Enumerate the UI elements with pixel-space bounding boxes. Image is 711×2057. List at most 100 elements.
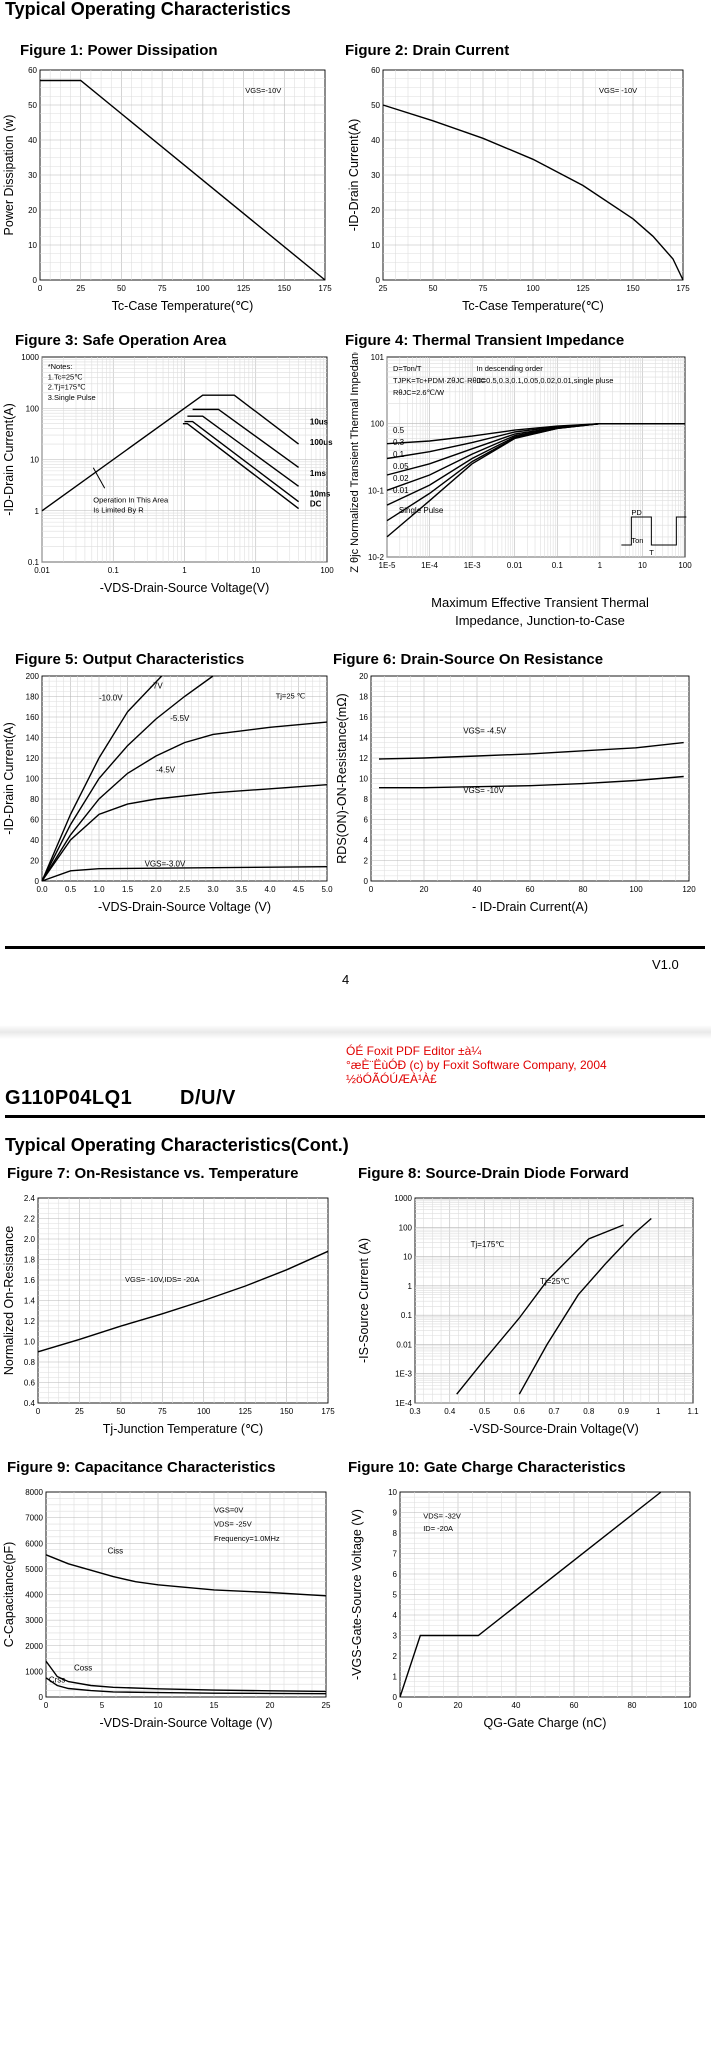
x-axis-label: -VDS-Drain-Source Voltage(V) — [100, 581, 270, 595]
x-axis-label: -VDS-Drain-Source Voltage (V) — [98, 900, 271, 914]
x-tick-label: 100 — [196, 284, 210, 293]
y-tick-label: 40 — [371, 136, 380, 145]
series-label: VGS= -10V — [463, 786, 504, 795]
y-tick-label: 10 — [28, 241, 37, 250]
x-tick-label: 60 — [526, 885, 535, 894]
series-line-0 — [456, 1224, 624, 1395]
figure-7-chart: 0 25 50 75 100 125 150 175 0.4 0.6 0.8 1.0 1.2 1.4 1.6… — [2, 1194, 335, 1436]
x-tick-label: 75 — [158, 284, 167, 293]
x-tick-label: 20 — [266, 1701, 275, 1710]
series-label: -5.5V — [170, 714, 190, 723]
y-tick-label: 8 — [393, 1529, 398, 1538]
x-tick-label: 80 — [628, 1701, 637, 1710]
annotation-text: Ton — [631, 536, 643, 545]
series-line-0 — [382, 104, 684, 281]
y-tick-label: 14 — [359, 734, 368, 743]
annotation-text: VGS= -10V — [599, 86, 637, 95]
series-line-6 — [386, 422, 685, 538]
series-label: -4.5V — [156, 765, 176, 774]
annotation-text: 2.Tj=175℃ — [48, 383, 86, 392]
plot-frame — [386, 356, 686, 558]
series-line-0 — [378, 741, 684, 760]
x-axis-label: -VSD-Source-Drain Voltage(V) — [469, 1422, 639, 1436]
y-tick-label: 5 — [393, 1591, 398, 1600]
figure-1-title: Figure 1: Power Dissipation — [20, 42, 218, 59]
y-tick-label: 6 — [393, 1570, 398, 1579]
x-tick-label: 10 — [154, 1701, 163, 1710]
x-tick-label: 1E-5 — [379, 561, 396, 570]
annotation-text: D=Ton/T — [393, 364, 422, 373]
figure-1-chart: 0 25 50 75 100 125 150 175 0 10 20 30 40 50 60 Tc-Case … — [2, 66, 332, 313]
y-tick-label: 1000 — [25, 1667, 43, 1676]
annotation-text: ID= -20A — [423, 1524, 453, 1533]
annotation-text: T — [649, 548, 654, 557]
series-label: 0.3 — [393, 438, 405, 447]
x-tick-label: 75 — [479, 284, 488, 293]
pulse-diagram — [621, 516, 687, 546]
y-tick-label: 0 — [393, 1693, 398, 1702]
figure-6-chart: 0 20 40 60 80 100 120 0 2 4 6 8 10 12 14 16 18 20 - ID-Dra… — [335, 672, 696, 914]
x-tick-label: 10 — [638, 561, 647, 570]
watermark-line-1: ÓÉ Foxit PDF Editor ±à¼­ — [346, 1044, 482, 1058]
y-tick-label: 8 — [364, 795, 369, 804]
series-label: Coss — [74, 1663, 92, 1672]
series-label: Crss — [49, 1676, 65, 1685]
x-tick-label: 0.1 — [552, 561, 564, 570]
y-tick-label: 0.1 — [28, 558, 40, 567]
figure-8-title: Figure 8: Source-Drain Diode Forward — [358, 1165, 629, 1182]
series-line-4 — [182, 422, 300, 510]
y-tick-label: 1.8 — [24, 1256, 36, 1265]
y-tick-label: 1.0 — [24, 1338, 36, 1347]
y-tick-label: 1E-3 — [395, 1370, 412, 1379]
y-tick-label: 0.01 — [396, 1340, 412, 1349]
x-tick-label: 20 — [420, 885, 429, 894]
page-number: 4 — [342, 972, 350, 987]
annotation-text: VDS= -25V — [214, 1520, 252, 1529]
y-tick-label: 4000 — [25, 1591, 43, 1600]
x-tick-label: 100 — [629, 885, 643, 894]
x-tick-label: 1.0 — [93, 885, 105, 894]
version-label: V1.0 — [652, 957, 679, 972]
y-tick-label: 3000 — [25, 1616, 43, 1625]
y-axis-label: -ID-Drain Current(A) — [2, 722, 16, 835]
annotation-text: In descending order — [476, 364, 543, 373]
y-axis-label: -IS-Source Current (A) — [357, 1238, 371, 1363]
series-label: 0.01 — [393, 486, 409, 495]
annotation-text: RθJC=2.6℃/W — [393, 388, 445, 397]
y-axis-label: -ID-Drain Current(A) — [347, 119, 361, 232]
x-tick-label: 0.01 — [34, 566, 50, 575]
annotation-text: Is Limited By R — [93, 506, 144, 515]
y-tick-label: 100 — [26, 404, 40, 413]
series-line-1 — [192, 408, 300, 468]
series-line-1 — [518, 1217, 652, 1395]
figure-5-chart: 0.0 0.5 1.0 1.5 2.0 2.5 3.0 3.5 4.0 4.5 5.0 0 20 40 60… — [2, 672, 333, 914]
x-tick-label: 4.5 — [293, 885, 305, 894]
y-tick-label: 2.0 — [24, 1235, 36, 1244]
x-tick-label: 100 — [320, 566, 334, 575]
series-line-0 — [40, 79, 326, 281]
x-tick-label: 0.1 — [108, 566, 120, 575]
x-tick-label: 20 — [454, 1701, 463, 1710]
y-tick-label: 100 — [399, 1223, 413, 1232]
annotation-text: D=0.5,0.3,0.1,0.05,0.02,0.01,single plus… — [476, 376, 613, 385]
y-tick-label: 20 — [30, 857, 39, 866]
y-tick-label: 8000 — [25, 1488, 43, 1497]
y-tick-label: 60 — [371, 66, 380, 75]
y-tick-label: 18 — [359, 693, 368, 702]
figure-5-title: Figure 5: Output Characteristics — [15, 651, 245, 668]
x-tick-label: 0.0 — [36, 885, 48, 894]
x-tick-label: 4.0 — [264, 885, 276, 894]
series-line-2 — [187, 415, 300, 487]
x-tick-label: 15 — [210, 1701, 219, 1710]
annotation-text: Operation In This Area — [93, 495, 169, 504]
y-tick-label: 7 — [393, 1550, 398, 1559]
x-tick-label: 5.0 — [321, 885, 333, 894]
series-label: DC — [310, 500, 322, 509]
x-tick-label: 100 — [197, 1407, 211, 1416]
x-tick-label: 120 — [682, 885, 696, 894]
series-label: 10us — [310, 418, 329, 427]
y-tick-label: 4 — [364, 836, 369, 845]
x-tick-label: 2.5 — [179, 885, 191, 894]
figure-9-chart: 0 5 10 15 20 25 0 1000 2000 3000 4000 5000 6000 7000 8… — [2, 1488, 331, 1730]
figure-4-caption-line-1: Maximum Effective Transient Thermal — [431, 595, 649, 610]
